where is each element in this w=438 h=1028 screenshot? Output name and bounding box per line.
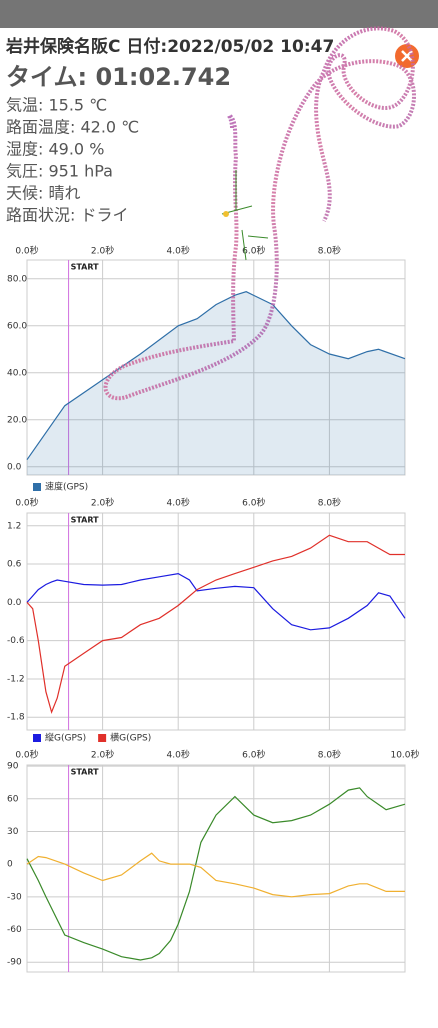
y-tick-label: 30	[7, 827, 19, 837]
track-start	[223, 211, 229, 217]
x-tick-label: 6.0秒	[242, 245, 265, 257]
info-line: 気圧: 951 hPa	[6, 162, 113, 181]
x-tick-label: 4.0秒	[167, 497, 190, 509]
line	[26, 572, 406, 631]
start-label: START	[71, 516, 100, 525]
y-tick-label: 1.2	[7, 521, 21, 531]
info-line: 気温: 15.5 ℃	[6, 96, 107, 115]
title: 岩井保険名阪C 日付:2022/05/02 10:47	[5, 36, 334, 57]
y-tick-label: -30	[7, 892, 22, 902]
line	[26, 787, 406, 961]
x-tick-label: 2.0秒	[91, 749, 114, 761]
x-tick-label: 0.0秒	[15, 749, 38, 761]
x-tick-label: 0.0秒	[15, 245, 38, 257]
info-line: 湿度: 49.0 %	[6, 140, 104, 159]
plot-frame	[26, 512, 406, 731]
legend-swatch	[33, 734, 41, 742]
x-tick-label: 8.0秒	[318, 245, 341, 257]
track-path	[103, 26, 416, 401]
y-tick-label: 0.0	[7, 598, 22, 608]
start-label: START	[71, 263, 100, 272]
y-tick-label: 80.0	[7, 274, 27, 284]
y-tick-label: 90	[7, 762, 19, 772]
start-label: START	[71, 768, 100, 777]
y-tick-label: 0	[7, 860, 13, 870]
plot-frame	[26, 764, 406, 973]
x-tick-label: 8.0秒	[318, 497, 341, 509]
y-tick-label: -90	[7, 958, 22, 968]
legend-label: 速度(GPS)	[45, 481, 88, 493]
x-tick-label: 8.0秒	[318, 749, 341, 761]
x-tick-label: 2.0秒	[91, 245, 114, 257]
y-tick-label: -60	[7, 925, 22, 935]
x-tick-label: 6.0秒	[242, 497, 265, 509]
x-tick-label: 10.0秒	[390, 749, 419, 761]
y-tick-label: -1.8	[7, 713, 25, 723]
status-bar	[0, 0, 438, 28]
legend-swatch	[98, 734, 107, 742]
info-line: 路面温度: 42.0 ℃	[6, 118, 139, 137]
footer	[0, 975, 438, 1024]
x-tick-label: 0.0秒	[15, 497, 38, 509]
y-tick-label: 60.0	[7, 321, 27, 331]
info-line: 天候: 晴れ	[6, 184, 80, 203]
legend-swatch	[33, 483, 41, 491]
y-tick-label: 40.0	[7, 368, 27, 378]
x-tick-label: 4.0秒	[167, 749, 190, 761]
y-tick-label: 20.0	[7, 415, 27, 425]
y-tick-label: 60	[7, 794, 19, 804]
line	[26, 534, 405, 714]
track-markers	[221, 170, 269, 261]
x-tick-label: 4.0秒	[167, 245, 190, 257]
line	[26, 291, 406, 461]
area	[27, 291, 405, 475]
legend-label: 縦G(GPS)	[45, 732, 86, 744]
x-tick-label: 6.0秒	[242, 749, 265, 761]
y-tick-label: 0.6	[7, 560, 22, 570]
legend-label: 横G(GPS)	[110, 732, 151, 744]
x-tick-label: 2.0秒	[91, 497, 114, 509]
info-line: 路面状況: ドライ	[6, 206, 128, 225]
lap-time: タイム: 01:02.742	[6, 63, 231, 91]
y-tick-label: 0.0	[7, 462, 22, 472]
line	[26, 852, 405, 898]
y-tick-label: -0.6	[7, 636, 25, 646]
y-tick-label: -1.2	[7, 674, 25, 684]
